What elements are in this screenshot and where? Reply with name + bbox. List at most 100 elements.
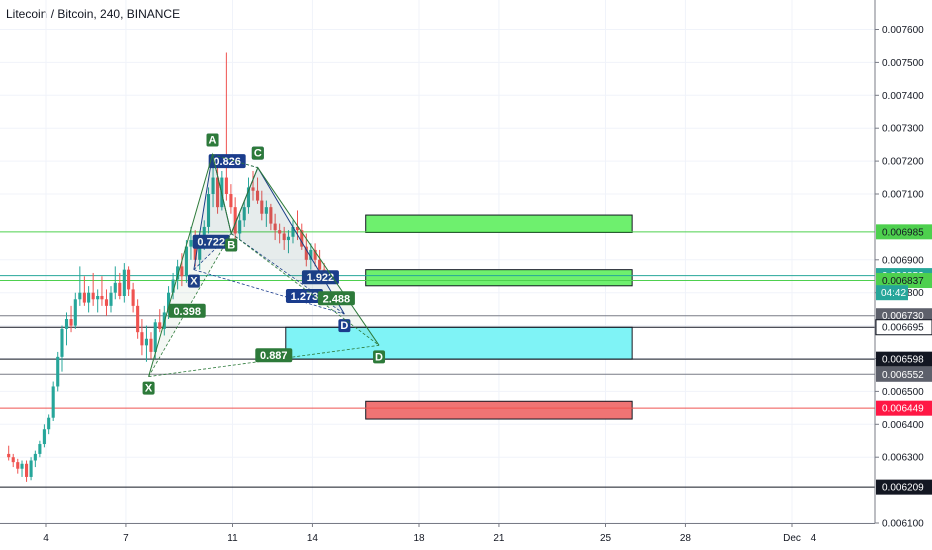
price-tick-label: 0.007400 bbox=[882, 91, 924, 102]
candle bbox=[286, 230, 291, 254]
candle-body bbox=[206, 194, 211, 227]
candle-body bbox=[260, 200, 264, 214]
price-tick-label: 0.007100 bbox=[882, 190, 924, 201]
pattern-ratio-label: 0.722 bbox=[197, 237, 225, 249]
pattern-ratio-badge bbox=[317, 291, 355, 306]
candle-body bbox=[47, 417, 51, 430]
countdown-badge bbox=[876, 285, 908, 301]
candle-body bbox=[264, 207, 268, 214]
candle bbox=[291, 220, 295, 244]
candle bbox=[251, 170, 255, 201]
candle bbox=[189, 226, 193, 260]
candle-body bbox=[229, 194, 233, 208]
pattern-point-badge-x bbox=[187, 274, 200, 288]
candle-body bbox=[64, 319, 69, 329]
green-zone-upper bbox=[365, 214, 633, 233]
pattern-triangle-xab bbox=[148, 154, 232, 377]
candle-body bbox=[184, 246, 188, 277]
grey-line-6552-badge-label: 0.006552 bbox=[882, 370, 924, 381]
black-line-6695-badge bbox=[875, 319, 932, 336]
candle bbox=[278, 223, 282, 244]
candle-body bbox=[136, 305, 140, 333]
candle-body bbox=[304, 246, 308, 260]
zones-layer bbox=[285, 214, 633, 420]
candle bbox=[51, 381, 55, 422]
candle bbox=[233, 197, 237, 241]
candle bbox=[47, 414, 51, 435]
candle bbox=[42, 424, 46, 448]
candle bbox=[56, 351, 60, 392]
candle-body bbox=[251, 187, 255, 191]
candle-body bbox=[29, 460, 33, 477]
candle-body bbox=[69, 319, 73, 326]
time-tick-label: 11 bbox=[227, 533, 238, 544]
black-line-6598-badge bbox=[876, 351, 932, 367]
candle bbox=[122, 263, 126, 303]
candle-body bbox=[56, 356, 60, 387]
candle-body bbox=[318, 259, 322, 270]
pattern-ratio-label: 2.488 bbox=[323, 293, 351, 305]
harmonic-patterns-layer: XABCD0.7220.8261.9221.273XABCD0.3982.488… bbox=[142, 133, 386, 395]
chart-title: Litecoin / Bitcoin, 240, BINANCE bbox=[6, 7, 181, 21]
candle-body bbox=[87, 292, 91, 303]
candle-body bbox=[127, 269, 131, 290]
time-tick-label: 28 bbox=[680, 533, 692, 544]
candle-body bbox=[278, 230, 282, 234]
candle bbox=[180, 253, 184, 287]
candle bbox=[184, 240, 188, 283]
candle-body bbox=[20, 463, 24, 469]
pattern-ratio-badge bbox=[168, 303, 206, 318]
pattern-point-label-d: D bbox=[375, 351, 383, 363]
candle-body bbox=[78, 292, 82, 300]
price-tick-label: 0.007500 bbox=[882, 58, 924, 69]
pattern-ratio-label: 0.826 bbox=[213, 156, 241, 168]
candle-body bbox=[33, 453, 37, 461]
time-tick-label-partial: 4 bbox=[811, 533, 817, 544]
candle-body bbox=[140, 332, 144, 346]
candle bbox=[91, 272, 95, 306]
candle-body bbox=[149, 338, 153, 352]
candle bbox=[7, 445, 11, 461]
candle bbox=[260, 190, 264, 221]
pattern-point-badge-a bbox=[206, 133, 219, 147]
candle-body bbox=[193, 240, 197, 260]
pattern-point-label-x: X bbox=[145, 383, 153, 395]
candle bbox=[38, 440, 42, 458]
pattern-ratio-label: 1.922 bbox=[307, 272, 335, 284]
candle-body bbox=[73, 299, 77, 326]
pattern-point-badge-x bbox=[142, 381, 155, 395]
red-zone bbox=[365, 400, 633, 420]
candle-body bbox=[42, 429, 46, 445]
candle-body bbox=[91, 292, 95, 300]
pattern-point-badge-d bbox=[338, 319, 351, 333]
candle-body bbox=[38, 444, 42, 454]
price-tick-label: 0.006300 bbox=[882, 453, 924, 464]
candle-body bbox=[7, 453, 11, 458]
candle bbox=[273, 213, 277, 241]
candle bbox=[144, 325, 148, 362]
candle-body bbox=[313, 249, 317, 260]
pattern-diag-bd bbox=[230, 233, 380, 346]
candle-body bbox=[176, 266, 180, 280]
candle-body bbox=[24, 463, 29, 477]
black-line-6209-badge bbox=[876, 479, 932, 495]
candle bbox=[29, 457, 33, 481]
candle-body bbox=[180, 266, 184, 277]
horizontal-lines-layer bbox=[0, 231, 875, 488]
candle bbox=[264, 200, 268, 227]
candle bbox=[82, 276, 86, 306]
candle bbox=[216, 161, 220, 214]
time-tick-label: 21 bbox=[493, 533, 505, 544]
candle-body bbox=[238, 220, 242, 234]
candle bbox=[158, 309, 162, 333]
pattern-point-label-c: C bbox=[254, 148, 262, 160]
time-tick-label: 25 bbox=[600, 533, 612, 544]
candle bbox=[113, 266, 117, 300]
time-tick-label: 14 bbox=[307, 533, 319, 544]
candle bbox=[11, 453, 15, 468]
green-zone-lower bbox=[365, 269, 633, 287]
candle bbox=[246, 177, 251, 214]
